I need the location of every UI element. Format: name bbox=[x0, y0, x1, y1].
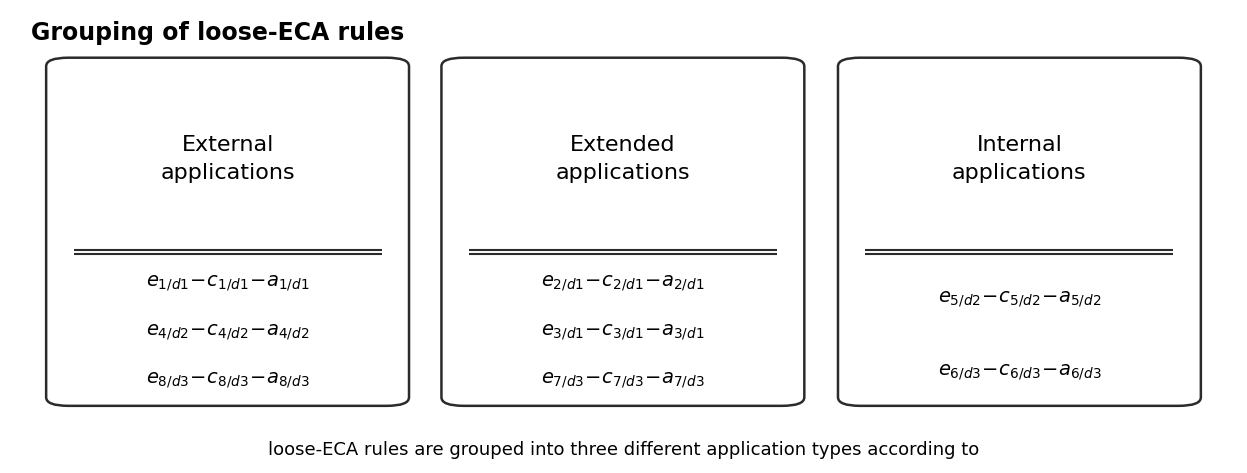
Text: $e_{5/d2}\!-\!c_{5/d2}\!-\!a_{5/d2}$: $e_{5/d2}\!-\!c_{5/d2}\!-\!a_{5/d2}$ bbox=[938, 289, 1101, 309]
Text: $e_{4/d2}\!-\!c_{4/d2}\!-\!a_{4/d2}$: $e_{4/d2}\!-\!c_{4/d2}\!-\!a_{4/d2}$ bbox=[146, 322, 309, 342]
Text: loose-ECA rules are grouped into three different application types according to: loose-ECA rules are grouped into three d… bbox=[268, 441, 979, 459]
FancyBboxPatch shape bbox=[838, 58, 1201, 406]
Text: $e_{6/d3}\!-\!c_{6/d3}\!-\!a_{6/d3}$: $e_{6/d3}\!-\!c_{6/d3}\!-\!a_{6/d3}$ bbox=[938, 362, 1101, 382]
Text: Internal
applications: Internal applications bbox=[953, 135, 1086, 183]
Text: Extended
applications: Extended applications bbox=[556, 135, 690, 183]
Text: $e_{1/d1}\!-\!c_{1/d1}\!-\!a_{1/d1}$: $e_{1/d1}\!-\!c_{1/d1}\!-\!a_{1/d1}$ bbox=[146, 273, 309, 293]
Text: Grouping of loose-ECA rules: Grouping of loose-ECA rules bbox=[31, 21, 404, 45]
Text: $e_{2/d1}\!-\!c_{2/d1}\!-\!a_{2/d1}$: $e_{2/d1}\!-\!c_{2/d1}\!-\!a_{2/d1}$ bbox=[541, 273, 705, 293]
FancyBboxPatch shape bbox=[441, 58, 804, 406]
FancyBboxPatch shape bbox=[46, 58, 409, 406]
Text: $e_{3/d1}\!-\!c_{3/d1}\!-\!a_{3/d1}$: $e_{3/d1}\!-\!c_{3/d1}\!-\!a_{3/d1}$ bbox=[541, 322, 705, 342]
Text: External
applications: External applications bbox=[161, 135, 294, 183]
Text: $e_{8/d3}\!-\!c_{8/d3}\!-\!a_{8/d3}$: $e_{8/d3}\!-\!c_{8/d3}\!-\!a_{8/d3}$ bbox=[146, 370, 309, 390]
Text: $e_{7/d3}\!-\!c_{7/d3}\!-\!a_{7/d3}$: $e_{7/d3}\!-\!c_{7/d3}\!-\!a_{7/d3}$ bbox=[541, 370, 705, 390]
